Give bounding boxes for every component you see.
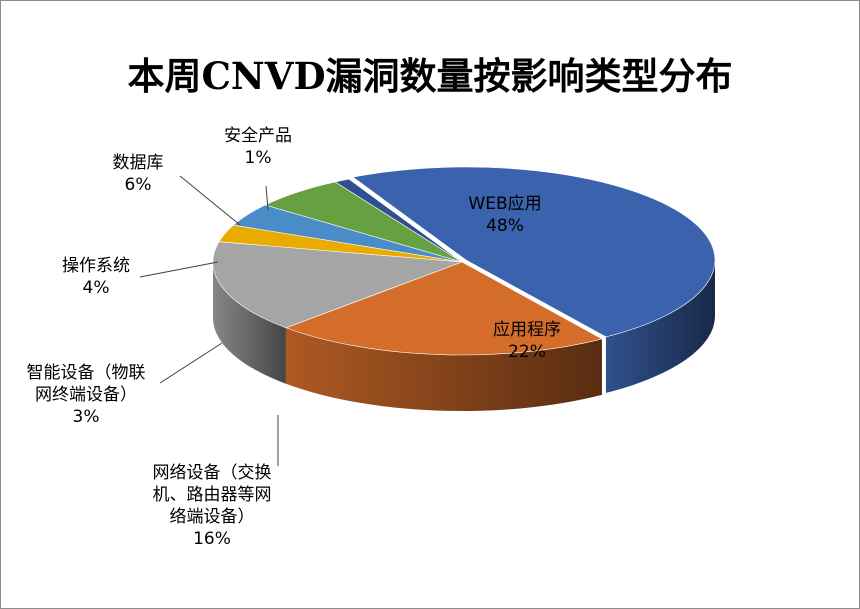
chart-title: 本周CNVD漏洞数量按影响类型分布 xyxy=(127,54,733,98)
slice-2-label: 网络设备（交换机、路由器等网络端设备） 16% xyxy=(153,463,272,549)
slice-4-leader-line xyxy=(139,261,219,278)
slice-6-leader-line xyxy=(265,185,269,211)
pie-tops xyxy=(212,166,716,356)
pie-sides xyxy=(213,260,715,411)
slice-2-side xyxy=(213,262,286,384)
pie-labels: WEB应用 48% 应用程序 22% 网络设备（交换机、路由器等网络端设备） 16%智能设… xyxy=(27,126,562,549)
slice-3-label: 智能设备（物联网终端设备） 3% xyxy=(27,363,146,427)
slice-5-leader-line xyxy=(179,175,241,226)
slice-1-top xyxy=(285,261,603,356)
slice-1-label: 应用程序 22% xyxy=(493,320,561,362)
slice-6-label: 安全产品 1% xyxy=(224,126,292,168)
slice-0-label: WEB应用 48% xyxy=(468,194,541,236)
slice-0-top xyxy=(352,166,716,338)
slice-1-side xyxy=(285,327,602,411)
slice-0-side xyxy=(605,260,715,393)
slice-3-leader-line xyxy=(159,342,223,384)
slice-6-top xyxy=(334,178,463,263)
slice-5-label: 数据库 6% xyxy=(113,153,164,195)
leader-lines xyxy=(139,175,279,466)
slice-4-label: 操作系统 4% xyxy=(62,256,130,298)
slice-2-top xyxy=(212,241,463,329)
